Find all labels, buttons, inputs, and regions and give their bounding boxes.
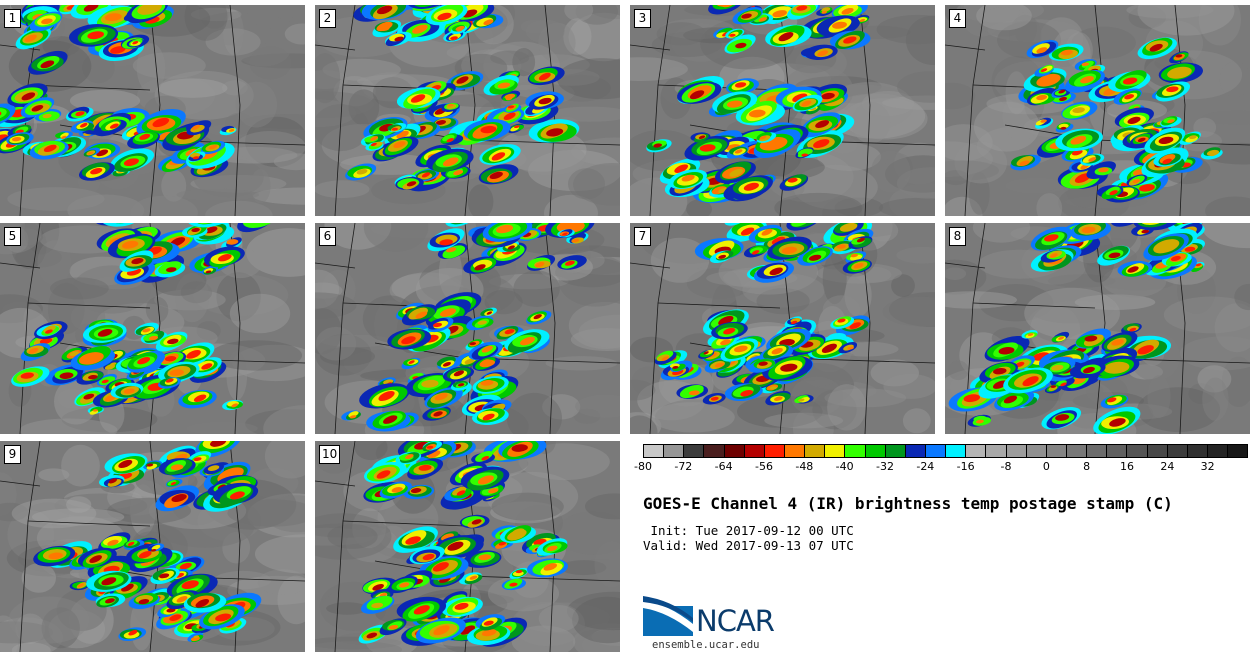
satellite-imagery	[0, 441, 305, 652]
colorbar-segment	[986, 445, 1007, 457]
colorbar-segment	[1006, 445, 1027, 457]
postage-stamp-map-8: 8	[945, 223, 1250, 434]
colorbar-segment	[1046, 445, 1067, 457]
colorbar-tick-label: -64	[714, 460, 733, 473]
colorbar-segment	[1228, 445, 1248, 457]
colorbar-segment	[704, 445, 725, 457]
colorbar-tick-label: -48	[795, 460, 814, 473]
colorbar-segment	[1187, 445, 1208, 457]
colorbar-tick-label: -56	[755, 460, 773, 473]
colorbar-segment	[684, 445, 705, 457]
colorbar-segment	[1127, 445, 1148, 457]
satellite-imagery	[630, 5, 935, 216]
postage-stamp-map-2: 2	[315, 5, 620, 216]
colorbar-segment	[905, 445, 926, 457]
colorbar-tick-label: -72	[674, 460, 693, 473]
ncar-logo-text: NCAR	[696, 604, 775, 638]
satellite-imagery	[945, 5, 1250, 216]
satellite-imagery	[945, 223, 1250, 434]
colorbar-tick-labels: -80 -72 -64 -56 -48 -40 -32 -24 -16 -8 0 8 16 24 32	[634, 460, 1248, 474]
colorbar-segment	[825, 445, 846, 457]
colorbar-segment	[1167, 445, 1188, 457]
colorbar-segment	[865, 445, 886, 457]
satellite-imagery	[0, 5, 305, 216]
colorbar-tick-label: 24	[1160, 460, 1175, 473]
colorbar-segment	[925, 445, 947, 457]
colorbar-segment	[664, 445, 685, 457]
panel-number-label: 3	[634, 9, 651, 28]
panel-number-label: 2	[319, 9, 336, 28]
colorbar-tick-label: -80	[634, 460, 652, 473]
satellite-imagery	[630, 223, 935, 434]
colorbar-segment	[1107, 445, 1128, 457]
panel-number-label: 1	[4, 9, 21, 28]
colorbar-segment	[805, 445, 826, 457]
colorbar-tick-label: 8	[1083, 460, 1091, 473]
postage-stamp-map-6: 6	[315, 223, 620, 434]
colorbar-segment	[966, 445, 987, 457]
panel-number-label: 8	[949, 227, 966, 246]
panel-number-label: 9	[4, 445, 21, 464]
panel-number-label: 6	[319, 227, 336, 246]
colorbar-tick-label: 16	[1120, 460, 1134, 473]
colorbar-segment	[744, 445, 765, 457]
colorbar-segment	[1207, 445, 1229, 457]
colorbar-segment	[724, 445, 745, 457]
valid-time-line: Valid: Wed 2017-09-13 07 UTC	[643, 538, 854, 553]
chart-title: GOES-E Channel 4 (IR) brightness temp po…	[643, 494, 1173, 513]
colorbar-segment	[946, 445, 967, 457]
temperature-colorbar	[643, 444, 1248, 458]
colorbar-segment	[784, 445, 806, 457]
colorbar-tick-label: -16	[956, 460, 975, 473]
postage-stamp-map-5: 5	[0, 223, 305, 434]
init-time-line: Init: Tue 2017-09-12 00 UTC	[643, 523, 854, 538]
colorbar-segment	[644, 445, 665, 457]
colorbar-segment	[1147, 445, 1168, 457]
colorbar-segment	[1026, 445, 1047, 457]
colorbar-tick-label: -8	[1000, 460, 1012, 473]
panel-number-label: 7	[634, 227, 651, 246]
satellite-imagery	[315, 441, 620, 652]
postage-stamp-map-7: 7	[630, 223, 935, 434]
colorbar-segment	[885, 445, 906, 457]
postage-stamp-map-4: 4	[945, 5, 1250, 216]
postage-stamp-map-9: 9	[0, 441, 305, 652]
colorbar-segment	[1066, 445, 1088, 457]
colorbar-tick-label: -32	[876, 460, 894, 473]
satellite-imagery	[315, 5, 620, 216]
colorbar-tick-label: -40	[835, 460, 854, 473]
website-url: ensemble.ucar.edu	[652, 639, 760, 651]
colorbar-tick-label: 32	[1200, 460, 1215, 473]
postage-stamp-map-1: 1	[0, 5, 305, 216]
ncar-logo-icon	[643, 596, 693, 636]
colorbar-tick-label: -24	[916, 460, 935, 473]
postage-stamp-map-10: 10	[315, 441, 620, 652]
panel-number-label: 4	[949, 9, 966, 28]
colorbar-segment	[764, 445, 785, 457]
panel-number-label: 10	[319, 445, 341, 464]
colorbar-segment	[1087, 445, 1108, 457]
postage-stamp-map-3: 3	[630, 5, 935, 216]
colorbar-segment	[845, 445, 866, 457]
panel-number-label: 5	[4, 227, 21, 246]
colorbar-tick-label: 0	[1042, 460, 1050, 473]
satellite-imagery	[0, 223, 305, 434]
satellite-imagery	[315, 223, 620, 434]
